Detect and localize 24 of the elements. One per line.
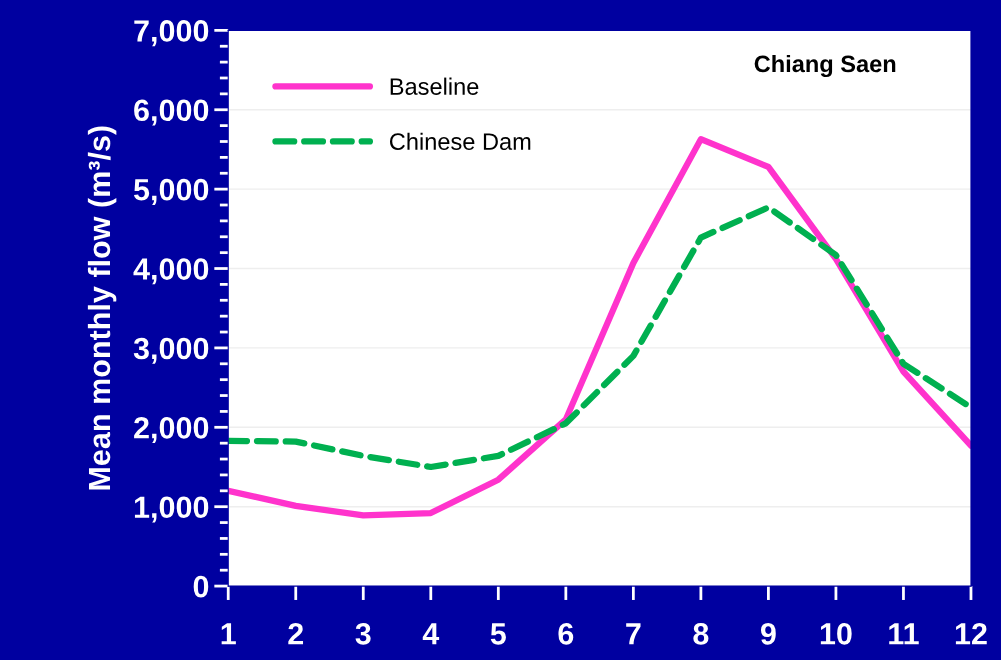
y-tick-label: 7,000 <box>134 20 209 47</box>
y-tick-label: 3,000 <box>133 337 209 364</box>
x-tick-label: 11 <box>889 623 919 645</box>
y-tick-label: 1,000 <box>134 496 209 523</box>
x-tick-label: 2 <box>288 623 304 645</box>
x-tick-label: 6 <box>558 623 574 645</box>
x-tick-label: 8 <box>693 623 709 645</box>
x-tick-label: 4 <box>422 623 440 645</box>
y-tick-label: 5,000 <box>133 178 209 205</box>
x-tick-label: 7 <box>626 623 641 645</box>
text: Chiang Saen <box>754 54 896 78</box>
x-tick-label: 5 <box>490 623 506 645</box>
y-tick-label: 6,000 <box>134 99 209 126</box>
legend-label: Baseline <box>390 77 479 95</box>
x-tick-label: 10 <box>820 623 852 645</box>
y-tick-label: 4,000 <box>133 258 209 285</box>
legend-label: Chinese Dam <box>389 132 531 150</box>
y-tick-label: 2,000 <box>134 417 209 444</box>
x-tick-label: 3 <box>355 623 371 645</box>
y-axis-title: Mean monthly flow (m³/s) <box>87 126 117 490</box>
x-tick-label: 9 <box>760 623 776 645</box>
y-tick-label: 0 <box>193 575 209 598</box>
x-tick-label: 1 <box>221 623 236 645</box>
x-tick-label: 12 <box>955 623 987 645</box>
